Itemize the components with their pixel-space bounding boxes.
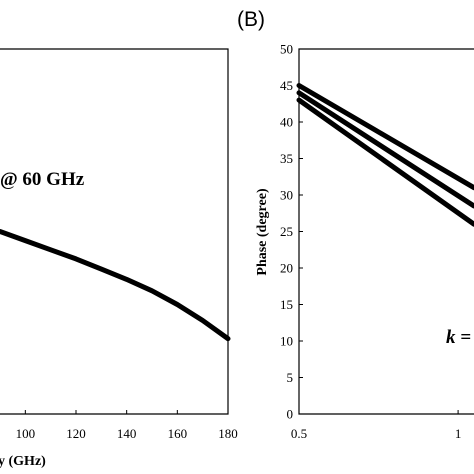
- left-x-tick-label: 100: [16, 426, 36, 441]
- right-series-line-3: [296, 97, 474, 227]
- right-y-tick-label: 25: [280, 224, 293, 239]
- panel-label-b: (B): [237, 8, 265, 31]
- right-y-tick-label: 40: [280, 115, 293, 130]
- left-plot-frame: [0, 48, 229, 415]
- right-y-tick-label: 20: [280, 261, 293, 276]
- left-x-ticks: 100 120 140 160 180: [16, 410, 238, 441]
- right-y-tick-label: 45: [280, 78, 293, 93]
- right-y-tick-label: 35: [280, 151, 293, 166]
- left-x-tick-label: 160: [168, 426, 188, 441]
- right-y-tick-label: 0: [287, 407, 294, 422]
- right-x-ticks: 0.5 1: [291, 410, 461, 441]
- right-y-tick-label: 50: [280, 42, 293, 57]
- left-x-tick-label: 180: [218, 426, 238, 441]
- right-x-tick-label: 1: [455, 426, 462, 441]
- left-series-line: [0, 229, 231, 342]
- left-x-tick-label: 140: [117, 426, 137, 441]
- left-panel: 100 120 140 160 180 @ 60 GHz y (GHz): [0, 48, 238, 469]
- right-y-tick-label: 15: [280, 297, 293, 312]
- left-annotation: @ 60 GHz: [0, 169, 85, 190]
- right-y-tick-label: 10: [280, 334, 293, 349]
- right-y-tick-label: 30: [280, 188, 293, 203]
- left-x-tick-label: 120: [66, 426, 86, 441]
- right-series: [296, 83, 474, 227]
- right-series-line-2: [296, 90, 474, 209]
- right-x-tick-label: 0.5: [291, 426, 307, 441]
- right-series-line-1: [296, 83, 474, 191]
- right-y-axis-title: Phase (degree): [255, 188, 270, 276]
- right-plot-frame: [298, 48, 474, 415]
- left-series: [0, 229, 231, 342]
- right-annotation: k =: [446, 327, 471, 348]
- right-y-ticks: 0 5 10 15 20 25 30 35 40 45 50: [280, 42, 303, 422]
- left-x-axis-title: y (GHz): [0, 454, 46, 469]
- right-y-tick-label: 5: [287, 370, 294, 385]
